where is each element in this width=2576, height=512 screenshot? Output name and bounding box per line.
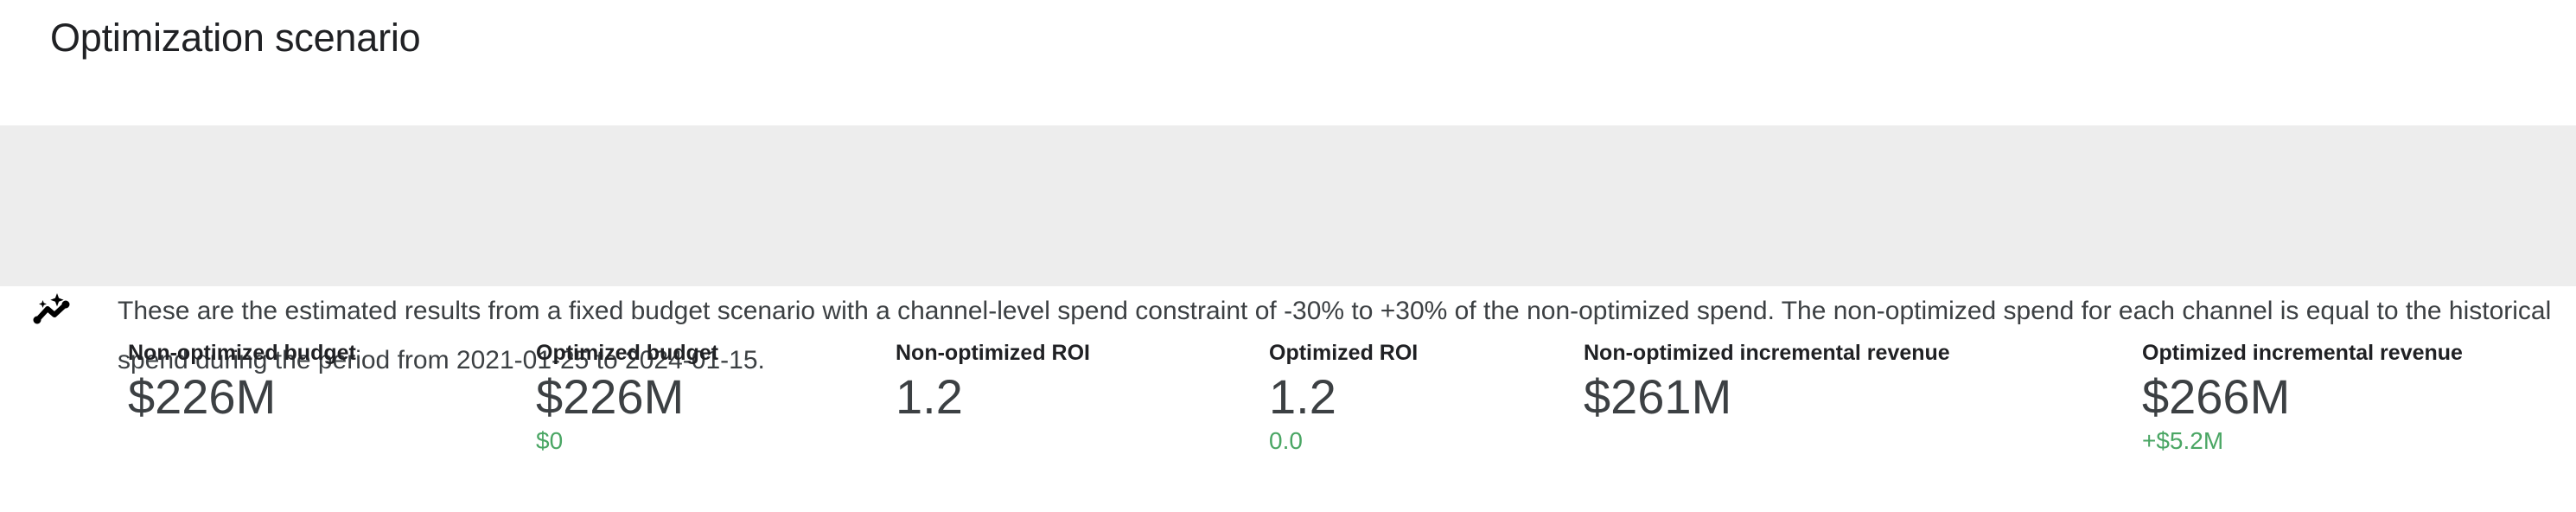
info-banner: These are the estimated results from a f… <box>0 125 2576 374</box>
info-banner-text: These are the estimated results from a f… <box>118 297 2552 374</box>
metric-value: $226M <box>536 369 685 424</box>
metric-non-optimized-incremental-revenue: Non-optimized incremental revenue $261M <box>1584 339 1950 456</box>
metric-label: Optimized ROI <box>1269 341 1419 365</box>
metric-label: Non-optimized ROI <box>896 341 1090 365</box>
metrics-row: Non-optimized budget $226M Optimized bud… <box>0 339 2576 512</box>
metric-label: Optimized budget <box>536 341 719 365</box>
metric-optimized-budget: Optimized budget $226M $0 <box>536 339 718 456</box>
metric-label: Non-optimized budget <box>128 341 356 365</box>
metric-label: Optimized incremental revenue <box>2142 341 2463 365</box>
insights-sparkline-icon <box>29 291 73 330</box>
metric-value: $261M <box>1584 369 1732 424</box>
metric-delta: 0.0 <box>1269 427 1303 454</box>
metric-delta: $0 <box>536 427 564 454</box>
metric-value: $266M <box>2142 369 2291 424</box>
metric-non-optimized-roi: Non-optimized ROI 1.2 <box>896 339 1090 456</box>
metric-optimized-roi: Optimized ROI 1.2 0.0 <box>1269 339 1418 456</box>
metric-value: 1.2 <box>896 369 963 424</box>
metric-label: Non-optimized incremental revenue <box>1584 341 1950 365</box>
metric-delta: +$5.2M <box>2142 427 2224 454</box>
metric-value: $226M <box>128 369 277 424</box>
metric-value: 1.2 <box>1269 369 1336 424</box>
metric-optimized-incremental-revenue: Optimized incremental revenue $266M +$5.… <box>2142 339 2463 456</box>
page-title: Optimization scenario <box>50 16 421 60</box>
metric-non-optimized-budget: Non-optimized budget $226M <box>128 339 356 456</box>
